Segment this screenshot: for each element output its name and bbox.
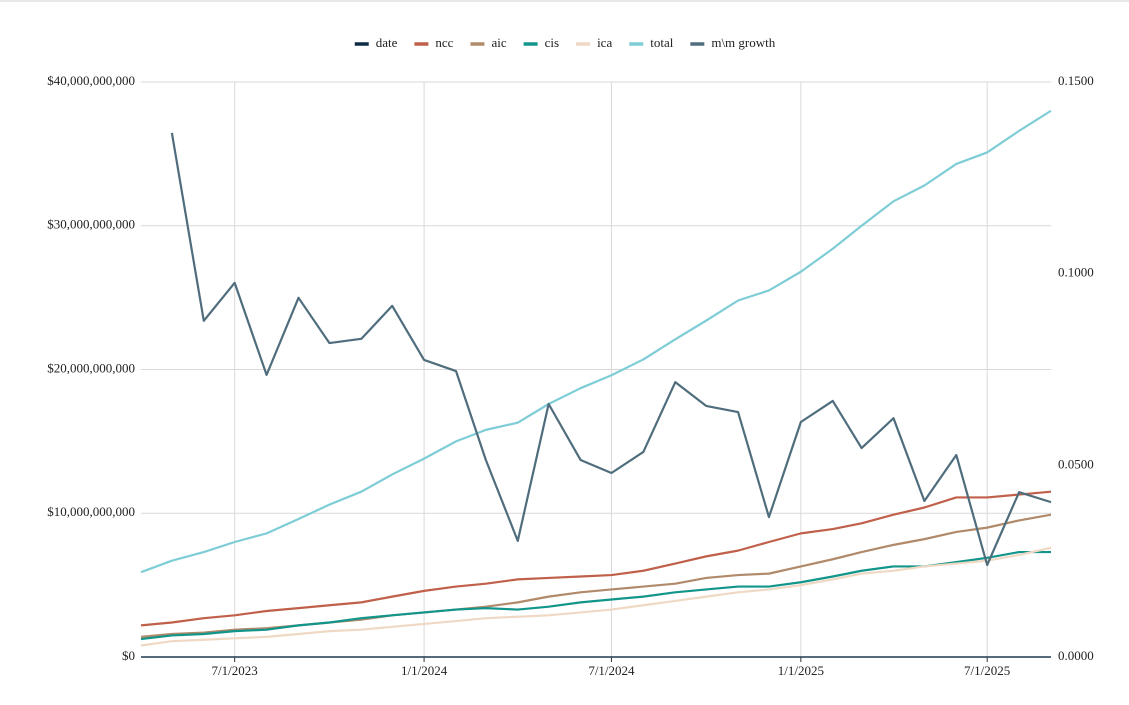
x-tick-label: 7/1/2025 [964, 663, 1010, 678]
legend-label: ncc [435, 35, 453, 50]
y2-tick-label: 0.1500 [1058, 73, 1094, 88]
legend: date ncc aic cis ica total m\m growth [354, 35, 776, 50]
y2-tick-label: 0.0500 [1058, 456, 1094, 471]
legend-label: ica [597, 35, 612, 50]
x-tick-label: 1/1/2024 [401, 663, 448, 678]
y-tick-label: $0 [122, 648, 135, 663]
x-tick-label: 1/1/2025 [778, 663, 824, 678]
series-line [140, 490, 1052, 627]
legend-label: m\m growth [711, 35, 775, 50]
legend-item: ncc [414, 35, 454, 50]
legend-item: date [354, 35, 398, 50]
x-tick-label: 7/1/2024 [588, 663, 635, 678]
y-tick-label: $10,000,000,000 [47, 504, 135, 519]
y2-tick-label: 0.1000 [1058, 265, 1094, 280]
legend-label: total [650, 35, 673, 50]
y2-tick-label: 0.0000 [1058, 648, 1094, 663]
legend-item: cis [523, 35, 559, 50]
legend-item: m\m growth [690, 35, 776, 50]
y-tick-label: $30,000,000,000 [47, 217, 135, 232]
series-line [140, 546, 1052, 647]
x-tick-label: 7/1/2023 [212, 663, 258, 678]
series-line [170, 132, 1052, 567]
legend-label: aic [491, 35, 506, 50]
series-line [140, 550, 1051, 641]
y-tick-label: $40,000,000,000 [47, 73, 135, 88]
y-tick-label: $20,000,000,000 [47, 360, 135, 375]
legend-label: date [376, 35, 398, 50]
legend-item: aic [470, 35, 507, 50]
series-line [140, 109, 1052, 574]
legend-label: cis [545, 35, 559, 50]
legend-item: total [629, 35, 674, 50]
legend-item: ica [576, 35, 612, 50]
